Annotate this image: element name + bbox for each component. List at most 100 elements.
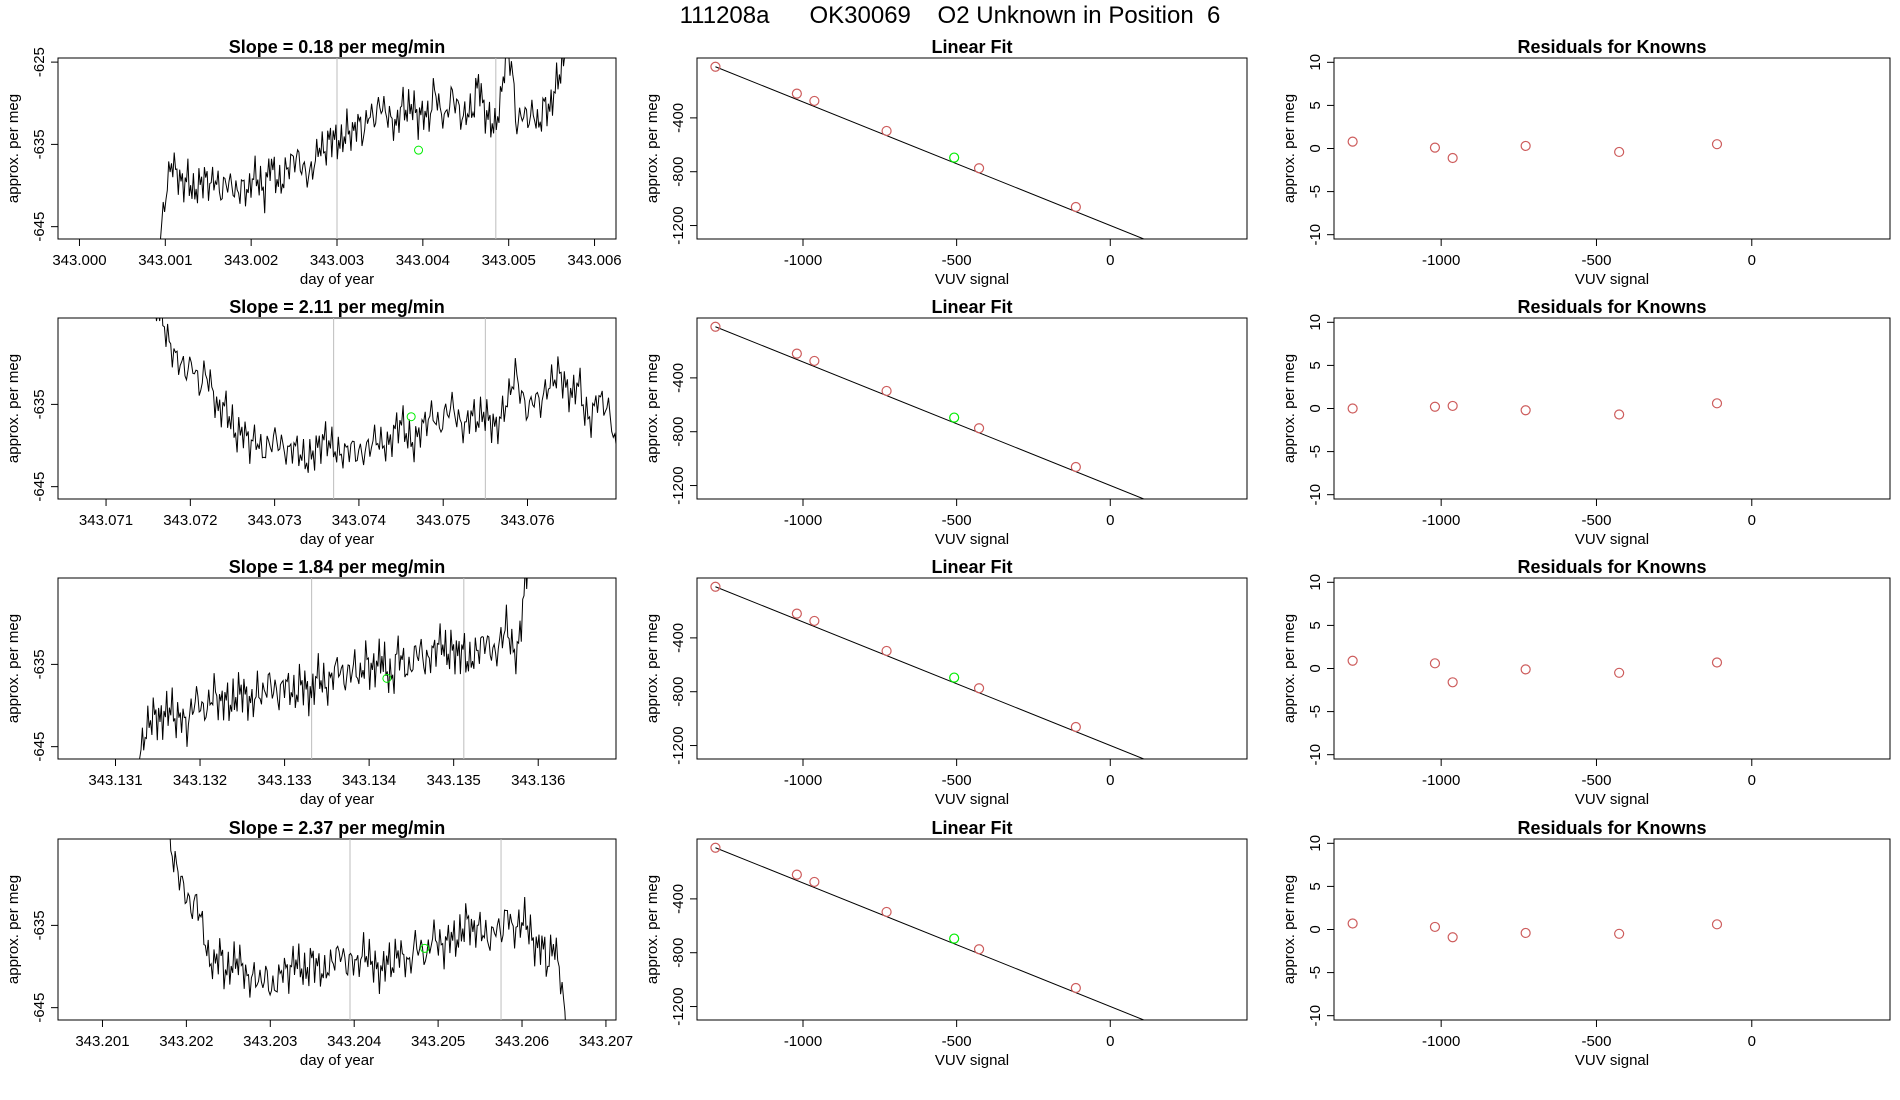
y-axis-label: approx. per meg	[1281, 94, 1298, 203]
x-axis-label: VUV signal	[935, 531, 1009, 548]
x-tick-label: 0	[1106, 1033, 1114, 1050]
x-tick-label: -1000	[1422, 512, 1460, 529]
y-tick-label: -625	[31, 47, 48, 77]
y-tick-label: -400	[670, 623, 687, 653]
known-point	[973, 683, 985, 694]
x-tick-label: 343.135	[427, 772, 481, 789]
page-title: 111208a OK30069 O2 Unknown in Position 6	[679, 2, 1221, 29]
x-tick-label: 343.005	[482, 252, 536, 269]
x-axis-label: day of year	[300, 271, 374, 288]
y-tick-label: -10	[1307, 224, 1324, 246]
plot-frame	[1333, 838, 1891, 1021]
x-axis-label: VUV signal	[935, 1052, 1009, 1069]
panel-time-4: Slope = 2.37 per meg/min 343.201 343.202 34…	[5, 818, 633, 1069]
x-tick-label: -1000	[784, 252, 822, 269]
y-tick-label: -5	[1307, 185, 1324, 198]
x-tick-label: 0	[1106, 252, 1114, 269]
panel-title: Slope = 2.11 per meg/min	[229, 297, 445, 317]
panel-title: Residuals for Knowns	[1517, 37, 1706, 57]
known-point	[809, 95, 820, 107]
known-point	[881, 385, 892, 397]
x-tick-label: -500	[942, 772, 972, 789]
y-tick-label: -645	[31, 472, 48, 502]
y-tick-label: -800	[670, 157, 687, 187]
x-tick-label: 343.201	[75, 1033, 129, 1050]
x-tick-label: 343.072	[163, 512, 217, 529]
known-point	[1429, 658, 1441, 669]
data-layer	[710, 61, 1146, 239]
known-point	[1614, 667, 1625, 678]
plot-frame	[696, 577, 1248, 760]
plot-frame	[57, 577, 617, 760]
data-layer	[710, 581, 1146, 759]
plot-frame	[57, 317, 617, 500]
x-tick-label: 0	[1748, 252, 1756, 269]
panel-fit-3: Linear Fit -1000 -500 0 -400 -800 -1200 VUV sig…	[644, 557, 1248, 808]
panel-fit-1: Linear Fit -1000 -500 0 -400 -800 -1200 VUV sig…	[644, 37, 1248, 288]
known-point	[1614, 146, 1625, 158]
x-tick-label: -1000	[1422, 772, 1460, 789]
known-point	[791, 869, 802, 880]
known-point	[881, 645, 892, 657]
known-point	[973, 163, 985, 174]
known-point	[1347, 655, 1358, 666]
x-axis-label: VUV signal	[1575, 1052, 1649, 1069]
known-point	[1070, 201, 1081, 213]
x-tick-label: 343.004	[396, 252, 450, 269]
y-axis-label: approx. per meg	[5, 614, 22, 723]
known-point	[1711, 657, 1723, 668]
y-tick-label: -1200	[670, 466, 687, 504]
x-tick-label: 343.132	[173, 772, 227, 789]
y-tick-label: -10	[1307, 1005, 1324, 1027]
x-tick-label: 0	[1748, 512, 1756, 529]
y-axis-label: approx. per meg	[644, 614, 661, 723]
x-tick-label: 343.136	[511, 772, 565, 789]
panel-fit-4: Linear Fit -1000 -500 0 -400 -800 -1200 VUV sig…	[644, 818, 1248, 1069]
x-tick-label: 343.207	[579, 1033, 633, 1050]
y-axis-label: approx. per meg	[1281, 354, 1298, 463]
y-tick-label: 0	[1307, 144, 1324, 152]
x-axis-label: VUV signal	[935, 791, 1009, 808]
known-point	[881, 125, 892, 137]
known-point	[973, 423, 985, 434]
panel-resid-2: Residuals for Knowns -1000 -500 0 -10 -5 0 5 10 V…	[1281, 297, 1891, 548]
panel-title: Linear Fit	[931, 557, 1012, 577]
known-point	[1520, 140, 1531, 152]
x-tick-label: -500	[942, 512, 972, 529]
x-tick-label: -1000	[784, 512, 822, 529]
x-axis-label: VUV signal	[935, 271, 1009, 288]
panel-title: Residuals for Knowns	[1517, 297, 1706, 317]
x-tick-label: 343.204	[327, 1033, 381, 1050]
known-point	[1070, 721, 1081, 733]
y-axis-label: approx. per meg	[644, 94, 661, 203]
y-tick-label: -5	[1307, 445, 1324, 458]
known-point	[791, 88, 802, 99]
x-tick-label: 343.000	[52, 252, 106, 269]
data-layer	[1347, 398, 1723, 420]
y-tick-label: -10	[1307, 744, 1324, 766]
y-tick-label: -1200	[670, 726, 687, 764]
known-point	[1614, 409, 1625, 420]
x-axis-label: day of year	[300, 791, 374, 808]
known-point	[1429, 921, 1441, 933]
x-tick-label: -500	[1581, 772, 1611, 789]
unknown-point	[949, 933, 960, 944]
plot-frame	[696, 317, 1248, 500]
known-point	[1447, 932, 1458, 943]
known-point	[710, 842, 721, 853]
panel-title: Linear Fit	[931, 37, 1012, 57]
known-point	[710, 61, 721, 72]
known-point	[710, 581, 721, 592]
panel-title: Slope = 2.37 per meg/min	[229, 818, 446, 838]
trace-line	[169, 839, 566, 1020]
plot-frame	[696, 838, 1248, 1021]
panel-title: Slope = 1.84 per meg/min	[229, 557, 446, 577]
data-layer	[1347, 655, 1723, 688]
y-tick-label: 10	[1307, 574, 1324, 591]
x-tick-label: 343.001	[138, 252, 192, 269]
y-tick-label: -635	[31, 910, 48, 940]
y-tick-label: -645	[31, 212, 48, 242]
y-tick-label: -400	[670, 103, 687, 133]
x-axis-label: VUV signal	[1575, 531, 1649, 548]
